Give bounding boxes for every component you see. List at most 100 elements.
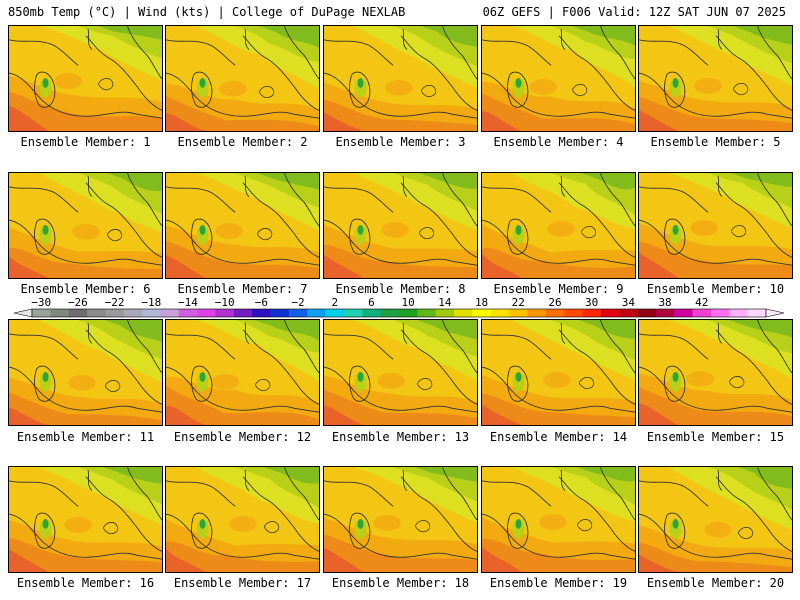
colorbar-swatch	[564, 309, 583, 317]
temperature-colorbar: −30 −26 −22 −18 −14 −10 −6 −2 2 6 10 14 18 22 26 30 34 38…	[0, 297, 800, 321]
colorbar-swatch	[68, 309, 88, 317]
temperature-map	[324, 173, 477, 278]
ensemble-map-panel	[638, 25, 793, 132]
colorbar-tick-label: 30	[585, 297, 598, 309]
ensemble-map-panel	[638, 466, 793, 573]
ensemble-map-panel	[165, 25, 320, 132]
ensemble-member-label: Ensemble Member: 4	[493, 135, 624, 149]
colorbar-swatch	[729, 309, 748, 317]
ensemble-map-panel	[481, 172, 636, 279]
colorbar-swatch	[435, 309, 455, 317]
ensemble-map-panel	[481, 25, 636, 132]
temperature-map	[324, 320, 477, 425]
colorbar-tick-label: −30	[31, 297, 51, 309]
ensemble-member-label: Ensemble Member: 15	[646, 430, 785, 444]
ensemble-map-panel	[165, 172, 320, 279]
colorbar-swatch	[674, 309, 693, 317]
temperature-map	[9, 320, 162, 425]
ensemble-member-label: Ensemble Member: 12	[173, 430, 312, 444]
temperature-map	[166, 26, 319, 131]
colorbar-swatch	[178, 309, 198, 317]
colorbar-tick-label: 10	[402, 297, 415, 309]
temperature-map	[9, 173, 162, 278]
colorbar-swatch	[417, 309, 436, 317]
colorbar-swatch	[343, 309, 363, 317]
ensemble-member-label: Ensemble Member: 2	[177, 135, 308, 149]
temperature-map	[639, 26, 792, 131]
colorbar-swatch	[545, 309, 565, 317]
colorbar-swatch	[105, 309, 125, 317]
ensemble-map-panel	[8, 25, 163, 132]
temperature-map	[9, 467, 162, 572]
colorbar-swatch	[160, 309, 180, 317]
colorbar-tick-label: −18	[141, 297, 161, 309]
map-title: 850mb Temp (°C) | Wind (kts) | College o…	[8, 5, 406, 19]
ensemble-map-panel	[638, 319, 793, 426]
colorbar-swatch	[637, 309, 657, 317]
colorbar-tick-label: 26	[548, 297, 561, 309]
ensemble-member-label: Ensemble Member: 18	[331, 576, 470, 590]
colorbar-swatch	[307, 309, 326, 317]
colorbar-tick-label: 18	[475, 297, 488, 309]
colorbar-swatch	[142, 309, 161, 317]
ensemble-member-label: Ensemble Member: 9	[493, 282, 624, 296]
ensemble-map-panel	[481, 319, 636, 426]
colorbar-tick-label: 42	[695, 297, 708, 309]
colorbar-low-arrow	[13, 308, 33, 318]
temperature-map	[166, 173, 319, 278]
ensemble-member-label: Ensemble Member: 8	[335, 282, 466, 296]
colorbar-swatch	[123, 309, 143, 317]
ensemble-map-panel	[323, 25, 478, 132]
colorbar-swatch	[490, 309, 510, 317]
ensemble-map-panel	[165, 466, 320, 573]
colorbar-tick-label: −26	[68, 297, 88, 309]
colorbar-swatch	[252, 309, 271, 317]
colorbar-tick-label: −22	[105, 297, 125, 309]
colorbar-swatch	[509, 309, 528, 317]
colorbar-swatch	[399, 309, 418, 317]
colorbar-swatch	[472, 309, 492, 317]
colorbar-swatch	[50, 309, 69, 317]
ensemble-map-panel	[165, 319, 320, 426]
colorbar-tick-label: 14	[438, 297, 452, 309]
ensemble-map-panel	[638, 172, 793, 279]
colorbar-swatch	[215, 309, 235, 317]
ensemble-member-label: Ensemble Member: 6	[20, 282, 151, 296]
colorbar-swatch	[454, 309, 473, 317]
ensemble-map-panel	[481, 466, 636, 573]
temperature-map	[482, 467, 635, 572]
temperature-map	[9, 26, 162, 131]
colorbar-swatch	[710, 309, 730, 317]
colorbar-swatch	[325, 309, 345, 317]
temperature-map	[482, 26, 635, 131]
ensemble-map-panel	[8, 172, 163, 279]
ensemble-member-label: Ensemble Member: 1	[20, 135, 151, 149]
ensemble-member-label: Ensemble Member: 3	[335, 135, 466, 149]
colorbar-swatch	[655, 309, 675, 317]
ensemble-member-label: Ensemble Member: 16	[16, 576, 155, 590]
colorbar-swatch	[380, 309, 400, 317]
colorbar-tick-label: 22	[512, 297, 525, 309]
colorbar-swatch	[527, 309, 547, 317]
ensemble-member-label: Ensemble Member: 19	[489, 576, 628, 590]
temperature-map	[639, 467, 792, 572]
ensemble-member-label: Ensemble Member: 14	[489, 430, 628, 444]
ensemble-member-label: Ensemble Member: 10	[646, 282, 785, 296]
temperature-map	[482, 173, 635, 278]
temperature-map	[166, 320, 319, 425]
colorbar-swatch	[87, 309, 106, 317]
colorbar-tick-label: 6	[368, 297, 375, 309]
colorbar-swatch	[270, 309, 290, 317]
colorbar-swatch	[692, 309, 712, 317]
colorbar-swatch	[32, 309, 51, 317]
colorbar-swatch	[233, 309, 253, 317]
temperature-map	[482, 320, 635, 425]
colorbar-swatch	[288, 309, 308, 317]
colorbar-tick-label: −14	[178, 297, 198, 309]
ensemble-map-panel	[8, 466, 163, 573]
ensemble-member-label: Ensemble Member: 17	[173, 576, 312, 590]
colorbar-tick-label: 34	[622, 297, 636, 309]
colorbar-tick-label: −6	[255, 297, 268, 309]
temperature-map	[324, 26, 477, 131]
ensemble-member-label: Ensemble Member: 20	[646, 576, 785, 590]
